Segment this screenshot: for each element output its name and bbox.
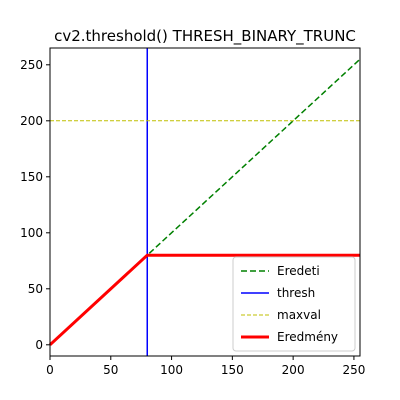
y-tick-label: 150 — [20, 170, 43, 184]
x-tick-label: 100 — [160, 363, 183, 377]
axes-frame — [49, 47, 361, 357]
series-line-eredm-ny — [48, 253, 360, 346]
x-tick-label: 250 — [342, 363, 365, 377]
y-tick-label: 200 — [20, 114, 43, 128]
legend-label: thresh — [277, 286, 315, 300]
y-tick-label: 100 — [20, 226, 43, 240]
legend-label: Eredeti — [277, 264, 320, 278]
chart-title: cv2.threshold() THRESH_BINARY_TRUNC — [54, 27, 356, 46]
y-tick-label: 0 — [35, 338, 43, 352]
legend-label: Eredmény — [277, 330, 338, 344]
legend-box — [232, 256, 356, 352]
y-tick-label: 50 — [28, 282, 43, 296]
x-tick-label: 0 — [46, 363, 54, 377]
x-axis: 0 50 100 150 200 250 — [46, 356, 365, 377]
y-tick-label: 250 — [20, 58, 43, 72]
y-axis: 0 50 100 150 200 250 — [20, 58, 50, 352]
x-tick-label: 50 — [103, 363, 118, 377]
legend: Eredeti thresh maxval Eredmény — [232, 256, 356, 352]
plot-area — [48, 48, 361, 356]
x-tick-label: 150 — [221, 363, 244, 377]
series-line-eredeti — [49, 58, 361, 346]
x-tick-label: 200 — [282, 363, 305, 377]
legend-label: maxval — [277, 308, 321, 322]
